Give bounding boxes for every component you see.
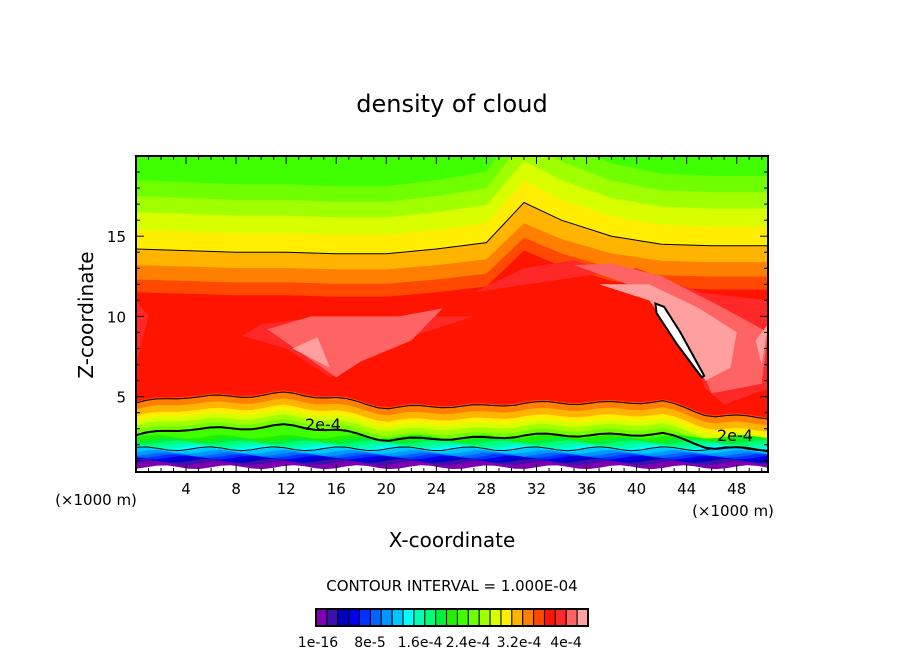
- contour-interval-text: CONTOUR INTERVAL = 1.000E-04: [326, 577, 577, 595]
- x-tick-label: 36: [577, 480, 596, 498]
- colorbar-swatch: [543, 608, 556, 627]
- colorbar-swatch: [478, 608, 491, 627]
- x-tick-label: 12: [277, 480, 296, 498]
- y-tick-label: 5: [116, 389, 126, 407]
- contour-band: [136, 465, 768, 472]
- colorbar-label: 1e-16: [298, 635, 338, 651]
- colorbar-swatch: [424, 608, 437, 627]
- colorbar-label: 2.4e-4: [446, 635, 491, 651]
- chart-title: density of cloud: [356, 90, 547, 118]
- colorbar-swatch: [315, 608, 328, 627]
- colorbar-label: 3.2e-4: [497, 635, 542, 651]
- colorbar-swatch: [369, 608, 382, 627]
- x-tick-label: 4: [181, 480, 191, 498]
- contour-band: [267, 308, 443, 378]
- colorbar-frame: [315, 608, 589, 627]
- colorbar-swatch: [391, 608, 404, 627]
- contour-band: [755, 324, 768, 365]
- colorbar-label: 4e-4: [550, 635, 582, 651]
- colorbar-swatch: [522, 608, 535, 627]
- colorbar-swatch: [435, 608, 448, 627]
- colorbar-swatch: [456, 608, 469, 627]
- colorbar-label: 1.6e-4: [398, 635, 443, 651]
- contour-line-2e-4: [136, 423, 768, 453]
- plot-frame: [135, 155, 769, 473]
- colorbar-swatch: [337, 608, 350, 627]
- x-tick-label: 20: [377, 480, 396, 498]
- contour-line: [136, 391, 768, 420]
- y-tick-label: 10: [107, 308, 126, 326]
- colorbar-swatch: [402, 608, 415, 627]
- x-axis-label: X-coordinate: [389, 528, 516, 552]
- contour-label: 2e-4: [305, 415, 341, 434]
- colorbar-swatch: [348, 608, 361, 627]
- x-unit-right: (×1000 m): [692, 502, 774, 520]
- x-tick-label: 8: [231, 480, 241, 498]
- x-tick-label: 48: [727, 480, 746, 498]
- contour-field: [136, 156, 768, 472]
- x-tick-label: 28: [477, 480, 496, 498]
- colorbar-swatch: [326, 608, 339, 627]
- x-tick-label: 32: [527, 480, 546, 498]
- colorbar-swatch: [359, 608, 371, 627]
- x-tick-label: 40: [627, 480, 646, 498]
- contour-band: [292, 337, 330, 368]
- x-unit-left: (×1000 m): [55, 491, 137, 509]
- colorbar-swatch: [565, 608, 578, 627]
- contour-lines: [136, 201, 768, 453]
- colorbar-swatch: [413, 608, 426, 627]
- colorbar-swatch: [467, 608, 480, 627]
- colorbar-swatch: [576, 608, 589, 627]
- colorbar-swatch: [554, 608, 567, 627]
- contour-line: [136, 446, 768, 452]
- colorbar-swatch: [533, 608, 545, 627]
- colorbar-label: 8e-5: [354, 635, 385, 651]
- x-tick-label: 24: [427, 480, 446, 498]
- colorbar-swatch: [446, 608, 458, 627]
- colorbar-swatch: [380, 608, 393, 627]
- colorbar-swatch: [511, 608, 524, 627]
- contour-max-region: [654, 302, 706, 379]
- contour-band: [599, 284, 737, 381]
- x-tick-label: 44: [677, 480, 696, 498]
- contour-label: 2e-4: [717, 426, 753, 445]
- x-tick-label: 16: [327, 480, 346, 498]
- colorbar: 1e-16 8e-5 1.6e-4 2.4e-4 3.2e-4 4e-4: [298, 608, 589, 651]
- contour-line: [136, 201, 768, 255]
- y-tick-label: 15: [107, 228, 126, 246]
- y-axis-label: Z-coordinate: [74, 251, 98, 378]
- colorbar-swatch: [500, 608, 513, 627]
- colorbar-swatch: [489, 608, 502, 627]
